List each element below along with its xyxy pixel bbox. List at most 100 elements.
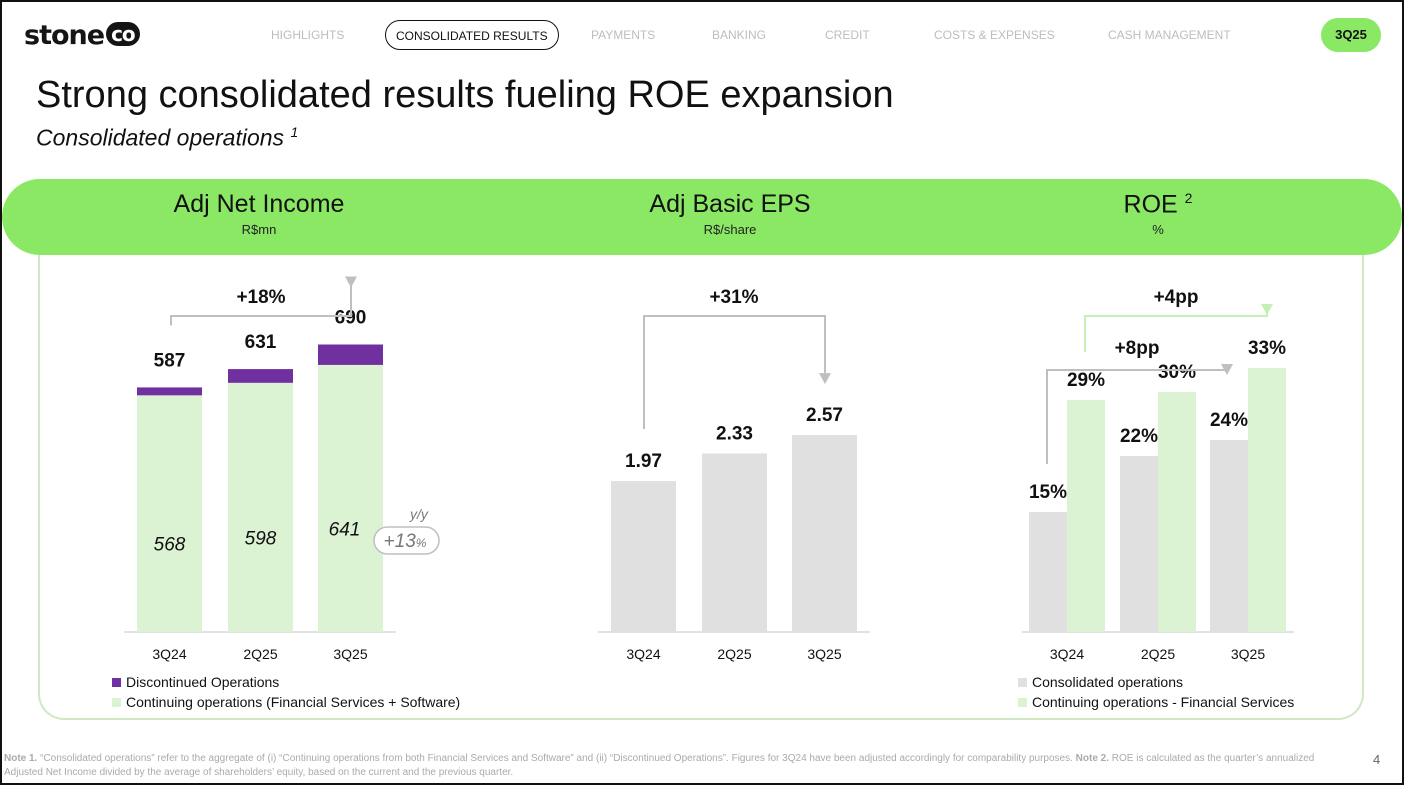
data-label-continuing: 598 bbox=[245, 528, 277, 549]
legend-item: Discontinued Operations bbox=[112, 672, 460, 692]
legend-label: Continuing operations - Financial Servic… bbox=[1032, 694, 1295, 710]
subtitle-footnote-ref: 1 bbox=[290, 124, 299, 140]
data-label-total: 690 bbox=[335, 308, 367, 329]
yoy-pill bbox=[373, 526, 440, 555]
header-title-text: Adj Basic EPS bbox=[649, 190, 811, 218]
yoy-number: +13 bbox=[384, 531, 417, 552]
data-label-eps: 2.57 bbox=[806, 405, 843, 426]
yoy-caption: y/y bbox=[409, 506, 429, 522]
growth-label-continuing: +4pp bbox=[1154, 287, 1199, 308]
bar-roe-consolidated bbox=[1210, 440, 1248, 632]
x-tick-label: 3Q24 bbox=[1050, 646, 1084, 662]
footnote-1-label: Note 1. bbox=[4, 753, 38, 764]
x-tick-label: 3Q24 bbox=[626, 646, 660, 662]
footnote-2-label: Note 2. bbox=[1075, 753, 1110, 764]
data-label-roe-continuing: 29% bbox=[1067, 370, 1105, 391]
bar-continuing-operations bbox=[137, 395, 202, 632]
header-title: ROE 2 bbox=[1008, 190, 1308, 219]
header-title: Adj Basic EPS bbox=[580, 190, 880, 219]
header-adj-net-income: Adj Net Income R$mn bbox=[109, 190, 409, 237]
growth-arrowhead bbox=[345, 276, 357, 288]
nav-item-consolidated-results[interactable]: CONSOLIDATED RESULTS bbox=[385, 20, 559, 50]
growth-label-consolidated: +8pp bbox=[1115, 338, 1160, 359]
page-number: 4 bbox=[1373, 752, 1381, 767]
footnote-2-text: ROE is calculated as the quarter’s annua… bbox=[4, 753, 1315, 778]
growth-connector bbox=[170, 276, 352, 326]
growth-arrowhead bbox=[1221, 364, 1233, 375]
legend-roe: Consolidated operations Continuing opera… bbox=[1018, 672, 1294, 712]
bar-discontinued-operations bbox=[137, 387, 202, 396]
bar-roe-continuing bbox=[1067, 400, 1105, 632]
legend-label: Consolidated operations bbox=[1032, 674, 1183, 690]
period-badge[interactable]: 3Q25 bbox=[1321, 18, 1381, 52]
footnote-1-text: “Consolidated operations” refer to the a… bbox=[40, 753, 1073, 764]
data-label-roe-consolidated: 15% bbox=[1029, 482, 1067, 503]
nav-item-cash-management[interactable]: CASH MANAGEMENT bbox=[1108, 28, 1231, 42]
footnote: Note 1. “Consolidated operations” refer … bbox=[4, 752, 1324, 780]
x-tick-label: 3Q25 bbox=[333, 646, 367, 662]
header-roe: ROE 2 % bbox=[1008, 190, 1308, 237]
legend-label: Discontinued Operations bbox=[126, 674, 280, 690]
bar-roe-consolidated bbox=[1120, 456, 1158, 632]
logo-text: stone bbox=[24, 20, 105, 51]
header-title-text: Adj Net Income bbox=[173, 190, 345, 218]
legend-item: Continuing operations - Financial Servic… bbox=[1018, 692, 1294, 712]
data-label-roe-consolidated: 22% bbox=[1120, 426, 1158, 447]
bar-eps bbox=[611, 481, 676, 632]
data-label-eps: 1.97 bbox=[625, 451, 662, 472]
legend-label: Continuing operations (Financial Service… bbox=[126, 694, 461, 710]
charts-container bbox=[38, 236, 1364, 720]
nav-item-banking[interactable]: BANKING bbox=[712, 28, 767, 42]
growth-label: +31% bbox=[709, 287, 758, 308]
nav-item-costs-expenses[interactable]: COSTS & EXPENSES bbox=[934, 28, 1055, 42]
x-tick-label: 3Q24 bbox=[152, 646, 186, 662]
bar-eps bbox=[702, 453, 767, 632]
header-footnote-ref: 2 bbox=[1184, 190, 1193, 206]
data-label-roe-consolidated: 24% bbox=[1210, 410, 1248, 431]
data-label-total: 631 bbox=[245, 332, 277, 353]
x-tick-label: 2Q25 bbox=[243, 646, 277, 662]
header-title-text: ROE bbox=[1123, 190, 1178, 219]
bar-roe-continuing bbox=[1248, 368, 1286, 632]
stoneco-logo: stone co bbox=[24, 20, 140, 51]
legend-item: Consolidated operations bbox=[1018, 672, 1294, 692]
header-unit: R$/share bbox=[703, 222, 757, 237]
logo-badge: co bbox=[106, 22, 140, 46]
nav-item-highlights[interactable]: HIGHLIGHTS bbox=[271, 28, 345, 42]
bar-discontinued-operations bbox=[318, 344, 383, 365]
bar-discontinued-operations bbox=[228, 369, 293, 383]
growth-arrowhead bbox=[1261, 304, 1273, 315]
legend-item: Continuing operations (Financial Service… bbox=[112, 692, 460, 712]
bar-roe-consolidated bbox=[1029, 512, 1067, 632]
header-title: Adj Net Income bbox=[109, 190, 409, 219]
bar-roe-continuing bbox=[1158, 392, 1196, 632]
data-label-eps: 2.33 bbox=[716, 423, 753, 444]
growth-connector-continuing bbox=[1084, 304, 1268, 352]
bar-eps bbox=[792, 435, 857, 632]
bar-continuing-operations bbox=[318, 364, 383, 632]
x-tick-label: 2Q25 bbox=[1141, 646, 1175, 662]
data-label-roe-continuing: 33% bbox=[1248, 338, 1286, 359]
growth-label: +18% bbox=[236, 287, 285, 308]
header-adj-basic-eps: Adj Basic EPS R$/share bbox=[580, 190, 880, 237]
growth-connector bbox=[643, 315, 826, 430]
yoy-value: +13% bbox=[384, 531, 427, 552]
subtitle-text: Consolidated operations bbox=[36, 124, 285, 151]
bar-continuing-operations bbox=[228, 382, 293, 632]
legend-swatch bbox=[112, 677, 121, 687]
metrics-banner bbox=[2, 179, 1402, 255]
page-title: Strong consolidated results fueling ROE … bbox=[36, 74, 894, 116]
nav-item-payments[interactable]: PAYMENTS bbox=[591, 28, 656, 42]
header-unit: R$mn bbox=[241, 222, 277, 237]
growth-arrowhead bbox=[819, 373, 831, 385]
nav-item-credit[interactable]: CREDIT bbox=[825, 28, 870, 42]
legend-swatch bbox=[1018, 697, 1027, 707]
x-tick-label: 3Q25 bbox=[807, 646, 841, 662]
data-label-continuing: 641 bbox=[329, 519, 361, 540]
page-subtitle: Consolidated operations 1 bbox=[36, 124, 298, 152]
data-label-roe-continuing: 30% bbox=[1158, 362, 1196, 383]
header-unit: % bbox=[1152, 222, 1164, 238]
section-nav: HIGHLIGHTS CONSOLIDATED RESULTS PAYMENTS… bbox=[0, 20, 1404, 52]
